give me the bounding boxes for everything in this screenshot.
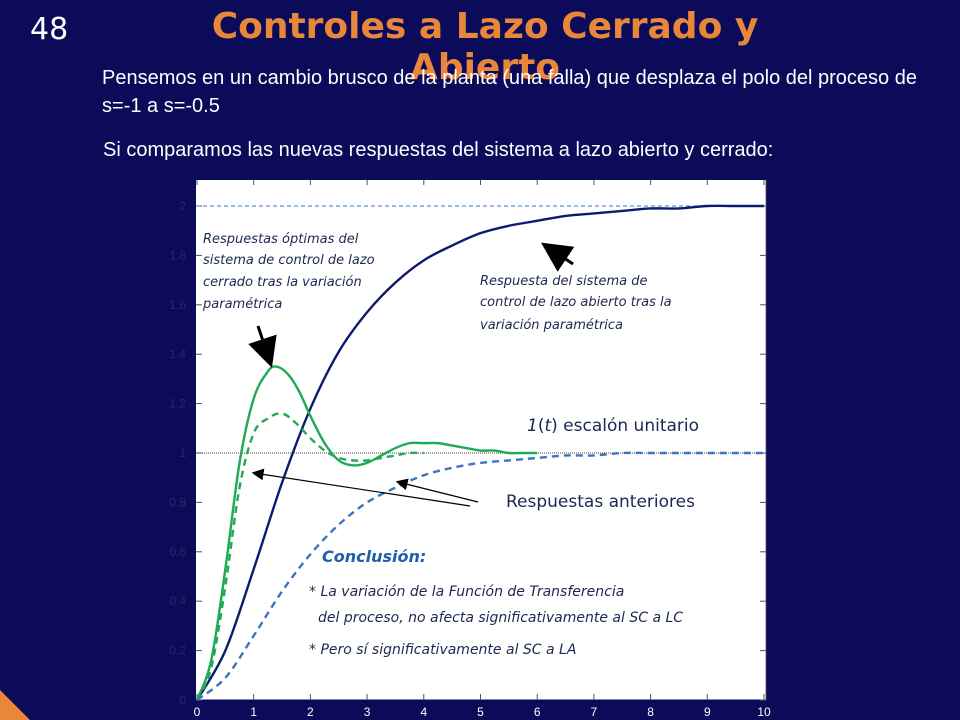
series-line-1 <box>195 365 538 701</box>
annotation-line: paramétrica <box>202 297 282 312</box>
step-label-one: 1 <box>527 416 538 436</box>
x-tick-label: 3 <box>364 705 371 719</box>
open-loop-annotation: Respuesta del sistema de control de lazo… <box>480 274 672 333</box>
reference-lines <box>196 205 766 454</box>
y-tick-label: 0.4 <box>169 594 186 608</box>
annotation-line: variación paramétrica <box>480 318 623 333</box>
intro-paragraph: Pensemos en un cambio brusco de la plant… <box>102 67 917 117</box>
x-tick-label: 2 <box>307 705 314 719</box>
conclusion-line: * La variación de la Función de Transfer… <box>309 584 624 600</box>
series-line-0 <box>195 204 764 701</box>
plot-area <box>196 180 766 700</box>
annotation-line: cerrado tras la variación <box>203 275 362 290</box>
x-tick-label: 1 <box>250 705 257 719</box>
arrow-icon <box>248 325 277 368</box>
annotation-line: Respuestas óptimas del <box>203 232 359 247</box>
y-tick-label: 0.2 <box>169 644 186 658</box>
conclusion-line: * Pero sí significativamente al SC a LA <box>309 642 576 658</box>
series-line-3 <box>196 451 764 701</box>
x-tick-label: 4 <box>420 705 427 719</box>
x-tick-label: 9 <box>704 705 711 719</box>
x-tick-label: 7 <box>591 705 598 719</box>
x-tick-label: 10 <box>757 705 771 719</box>
conclusion-title: Conclusión: <box>322 547 426 566</box>
x-tick-label: 0 <box>194 705 201 719</box>
annotation-line: sistema de control de lazo <box>203 253 375 268</box>
y-tick-label: 1.8 <box>169 248 186 262</box>
y-tick-label: 0 <box>179 693 186 707</box>
y-tick-label: 1.4 <box>169 347 186 361</box>
slide-title: Controles a Lazo Cerrado y Abierto <box>211 6 759 88</box>
annotation-line: Respuesta del sistema de <box>480 274 648 289</box>
comparison-paragraph: Si comparamos las nuevas respuestas del … <box>103 139 774 161</box>
closed-loop-annotation: Respuestas óptimas del sistema de contro… <box>202 232 375 312</box>
previous-responses-label: Respuestas anteriores <box>506 492 695 512</box>
conclusion-line: del proceso, no afecta significativament… <box>318 610 683 626</box>
corner-decoration <box>0 690 30 720</box>
x-tick-label: 5 <box>477 705 484 719</box>
arrow-icon <box>251 468 471 507</box>
arrow-icon <box>541 242 575 272</box>
series-lines <box>195 204 764 701</box>
y-tick-label: 2 <box>179 199 186 213</box>
axis-ticks: 0 1 2 3 4 5 6 7 8 9 10 0 0.2 0.4 0.6 0.8 1 1.2 1.4 1.6 1.8 2 <box>169 180 771 719</box>
x-tick-label: 8 <box>647 705 654 719</box>
step-label-rest: ) escalón unitario <box>551 416 699 436</box>
y-tick-label: 0.6 <box>169 545 186 559</box>
slide-number: 48 <box>30 12 69 47</box>
step-label: 1(t) escalón unitario <box>527 416 699 436</box>
y-tick-label: 1 <box>179 446 186 460</box>
annotation-line: control de lazo abierto tras la <box>480 295 672 310</box>
y-tick-label: 1.2 <box>169 397 186 411</box>
arrow-icon <box>395 478 479 503</box>
step-label-paren: ( <box>538 416 545 436</box>
y-tick-label: 0.8 <box>169 495 186 509</box>
step-label-t: t <box>544 416 552 436</box>
y-tick-label: 1.6 <box>169 298 186 312</box>
x-tick-label: 6 <box>534 705 541 719</box>
series-line-2 <box>195 412 424 701</box>
